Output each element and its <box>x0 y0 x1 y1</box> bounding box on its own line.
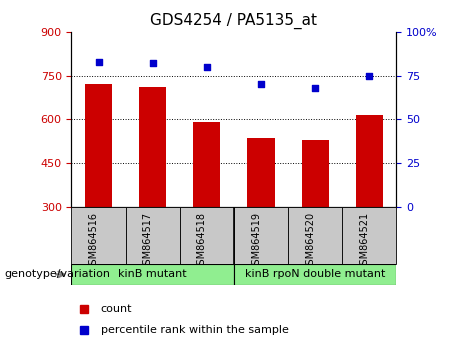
Text: kinB rpoN double mutant: kinB rpoN double mutant <box>245 269 385 279</box>
Bar <box>288 207 342 264</box>
Point <box>257 81 265 87</box>
Text: genotype/variation: genotype/variation <box>5 269 111 279</box>
Point <box>149 61 156 66</box>
Text: percentile rank within the sample: percentile rank within the sample <box>100 325 289 336</box>
Bar <box>301 140 329 207</box>
Text: GSM864518: GSM864518 <box>197 212 207 270</box>
Point <box>203 64 211 70</box>
Bar <box>125 207 180 264</box>
Bar <box>71 207 125 264</box>
Text: GSM864520: GSM864520 <box>305 212 315 271</box>
Bar <box>234 264 396 285</box>
Bar <box>234 207 288 264</box>
Bar <box>180 207 234 264</box>
Bar <box>248 138 275 207</box>
Point <box>366 73 373 79</box>
Text: GSM864516: GSM864516 <box>89 212 99 270</box>
Bar <box>356 115 383 207</box>
Point <box>95 59 102 64</box>
Bar <box>139 87 166 207</box>
Text: count: count <box>100 304 132 314</box>
Bar <box>85 85 112 207</box>
Text: GSM864519: GSM864519 <box>251 212 261 270</box>
Bar <box>71 264 234 285</box>
Text: GSM864521: GSM864521 <box>360 212 369 271</box>
Text: GSM864517: GSM864517 <box>143 212 153 271</box>
Text: kinB mutant: kinB mutant <box>118 269 187 279</box>
Point <box>312 85 319 91</box>
Bar <box>342 207 396 264</box>
Bar <box>193 122 220 207</box>
Title: GDS4254 / PA5135_at: GDS4254 / PA5135_at <box>150 13 318 29</box>
